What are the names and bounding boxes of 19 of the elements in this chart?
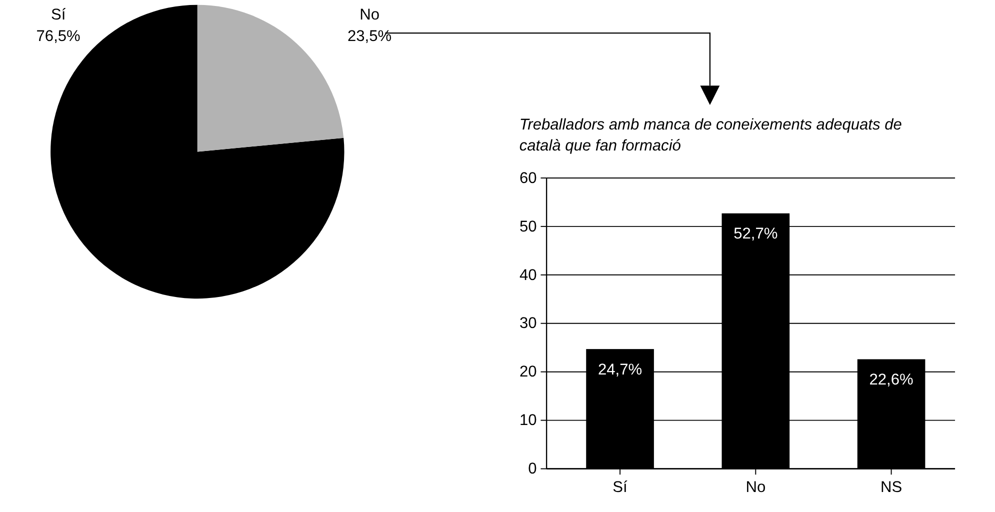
y-tick-label: 10 bbox=[520, 412, 538, 430]
slice-label: Sí bbox=[50, 6, 66, 24]
data-label: 22,6% bbox=[869, 372, 914, 389]
y-tick-label: 40 bbox=[520, 266, 538, 284]
x-tick-label: Sí bbox=[612, 479, 628, 496]
data-label: 52,7% bbox=[734, 226, 778, 243]
data-label: 23,5% bbox=[348, 28, 392, 45]
data-label: 24,7% bbox=[598, 361, 642, 378]
x-tick-label: NS bbox=[880, 479, 902, 496]
y-tick-label: 20 bbox=[520, 364, 538, 381]
y-tick-label: 60 bbox=[520, 170, 538, 187]
slice-label: No bbox=[360, 6, 380, 24]
y-tick-label: 30 bbox=[520, 315, 538, 332]
y-tick-label: 0 bbox=[528, 460, 538, 478]
data-label: 76,5% bbox=[36, 28, 81, 45]
x-tick-label: No bbox=[746, 479, 766, 496]
pie-slice bbox=[197, 4, 344, 152]
chart-title: Treballadors amb manca de coneixements adequats de català que fan formació bbox=[519, 116, 902, 155]
y-tick-label: 50 bbox=[520, 218, 538, 236]
